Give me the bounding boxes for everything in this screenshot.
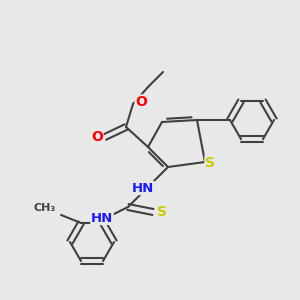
Text: O: O [135, 95, 147, 109]
Text: S: S [205, 156, 215, 170]
Text: S: S [157, 205, 167, 219]
Text: O: O [91, 130, 103, 144]
Text: HN: HN [91, 212, 113, 224]
Text: HN: HN [132, 182, 154, 194]
Text: CH₃: CH₃ [34, 203, 56, 213]
